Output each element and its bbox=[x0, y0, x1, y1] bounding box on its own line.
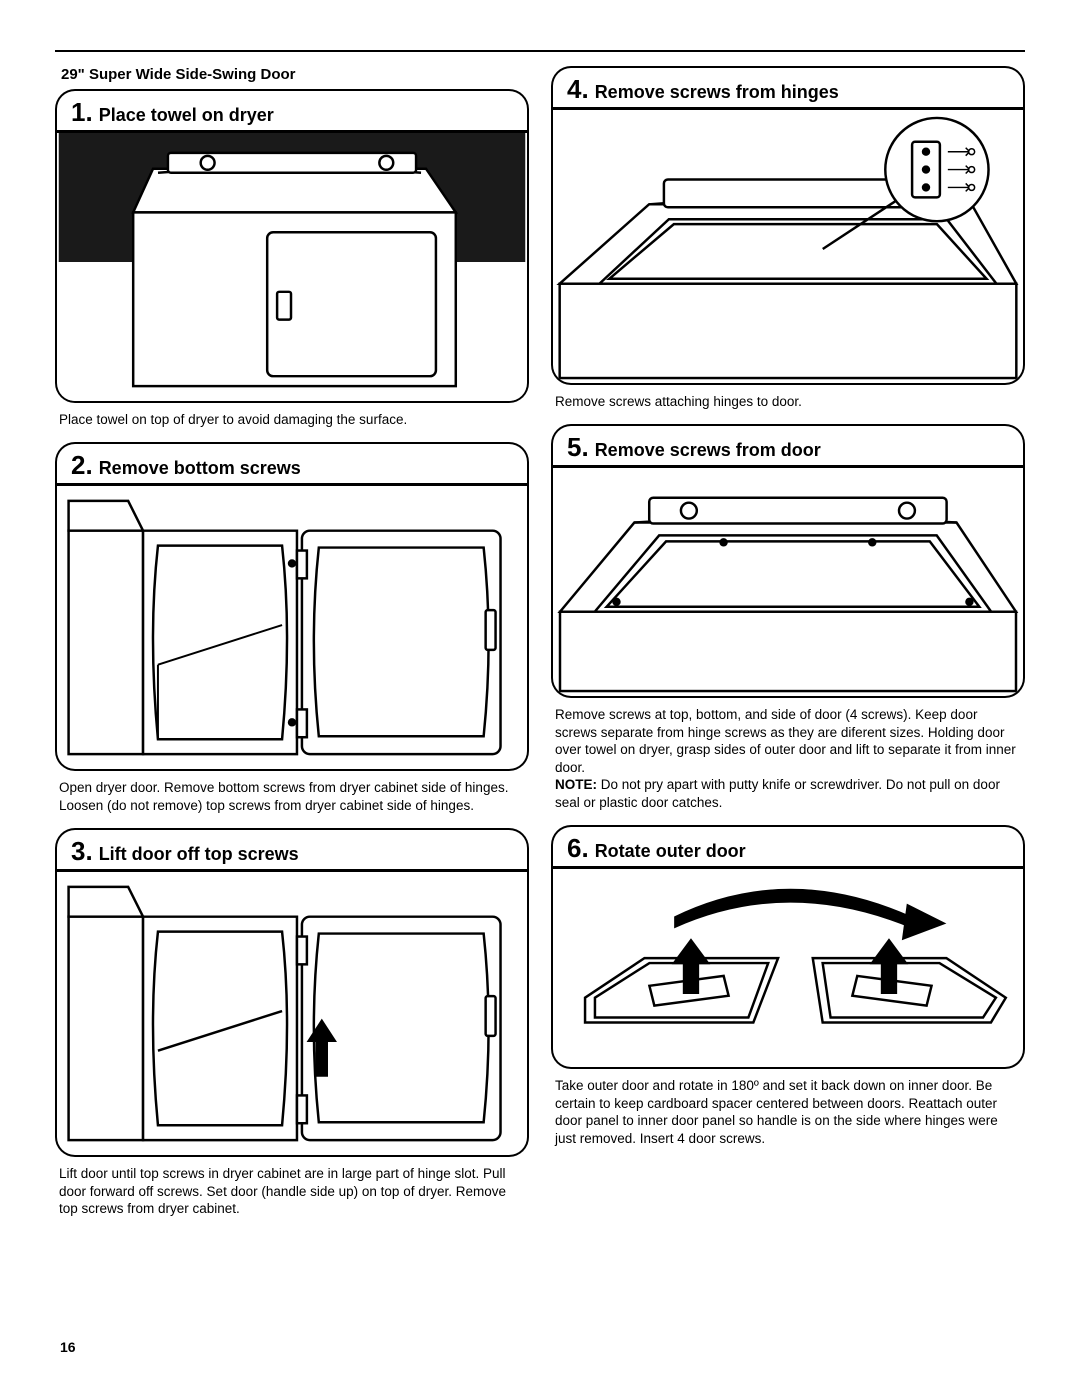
step-6-title: Rotate outer door bbox=[595, 842, 746, 862]
dryer-top-screws-icon bbox=[553, 468, 1023, 696]
step-6-header: 6. Rotate outer door bbox=[551, 825, 1025, 869]
content-columns: 29" Super Wide Side-Swing Door 1. Place … bbox=[55, 66, 1025, 1232]
section-label: 29" Super Wide Side-Swing Door bbox=[61, 66, 529, 83]
step-5: 5. Remove screws from door bbox=[551, 424, 1025, 811]
step-2-caption: Open dryer door. Remove bottom screws fr… bbox=[59, 779, 525, 814]
step-5-caption: Remove screws at top, bottom, and side o… bbox=[555, 706, 1021, 811]
step-6-num: 6. bbox=[567, 835, 589, 861]
step-4: 4. Remove screws from hinges bbox=[551, 66, 1025, 410]
step-1: 1. Place towel on dryer bbox=[55, 89, 529, 428]
step-2-title: Remove bottom screws bbox=[99, 459, 301, 479]
step-4-num: 4. bbox=[567, 76, 589, 102]
page-number: 16 bbox=[60, 1339, 76, 1355]
step-1-caption: Place towel on top of dryer to avoid dam… bbox=[59, 411, 525, 429]
step-4-header: 4. Remove screws from hinges bbox=[551, 66, 1025, 110]
step-3-num: 3. bbox=[71, 838, 93, 864]
step-2-num: 2. bbox=[71, 452, 93, 478]
step-2-figure bbox=[55, 486, 529, 771]
dryer-open-door-icon bbox=[57, 486, 527, 769]
step-5-caption-text: Remove screws at top, bottom, and side o… bbox=[555, 707, 1016, 775]
dryer-top-hinge-icon bbox=[553, 110, 1023, 383]
step-5-note: Do not pry apart with putty knife or scr… bbox=[555, 777, 1000, 810]
right-column: 4. Remove screws from hinges bbox=[551, 66, 1025, 1232]
step-1-title: Place towel on dryer bbox=[99, 106, 274, 126]
step-6-figure bbox=[551, 869, 1025, 1069]
step-3-header: 3. Lift door off top screws bbox=[55, 828, 529, 872]
step-4-figure bbox=[551, 110, 1025, 385]
step-3-caption: Lift door until top screws in dryer cabi… bbox=[59, 1165, 525, 1218]
left-column: 29" Super Wide Side-Swing Door 1. Place … bbox=[55, 66, 529, 1232]
step-3-figure bbox=[55, 872, 529, 1157]
step-6-caption: Take outer door and rotate in 180º and s… bbox=[555, 1077, 1021, 1147]
step-3: 3. Lift door off top screws bbox=[55, 828, 529, 1217]
step-6: 6. Rotate outer door bbox=[551, 825, 1025, 1147]
step-1-figure bbox=[55, 133, 529, 403]
dryer-front-icon bbox=[57, 133, 527, 401]
step-5-header: 5. Remove screws from door bbox=[551, 424, 1025, 468]
rotate-door-icon bbox=[553, 869, 1023, 1067]
step-2-header: 2. Remove bottom screws bbox=[55, 442, 529, 486]
step-5-num: 5. bbox=[567, 434, 589, 460]
dryer-lift-door-icon bbox=[57, 872, 527, 1155]
step-1-num: 1. bbox=[71, 99, 93, 125]
step-1-header: 1. Place towel on dryer bbox=[55, 89, 529, 133]
step-4-title: Remove screws from hinges bbox=[595, 83, 839, 103]
step-2: 2. Remove bottom screws bbox=[55, 442, 529, 814]
top-rule bbox=[55, 50, 1025, 52]
step-5-title: Remove screws from door bbox=[595, 441, 821, 461]
step-5-note-label: NOTE: bbox=[555, 777, 597, 792]
step-3-title: Lift door off top screws bbox=[99, 845, 299, 865]
step-5-figure bbox=[551, 468, 1025, 698]
step-4-caption: Remove screws attaching hinges to door. bbox=[555, 393, 1021, 411]
